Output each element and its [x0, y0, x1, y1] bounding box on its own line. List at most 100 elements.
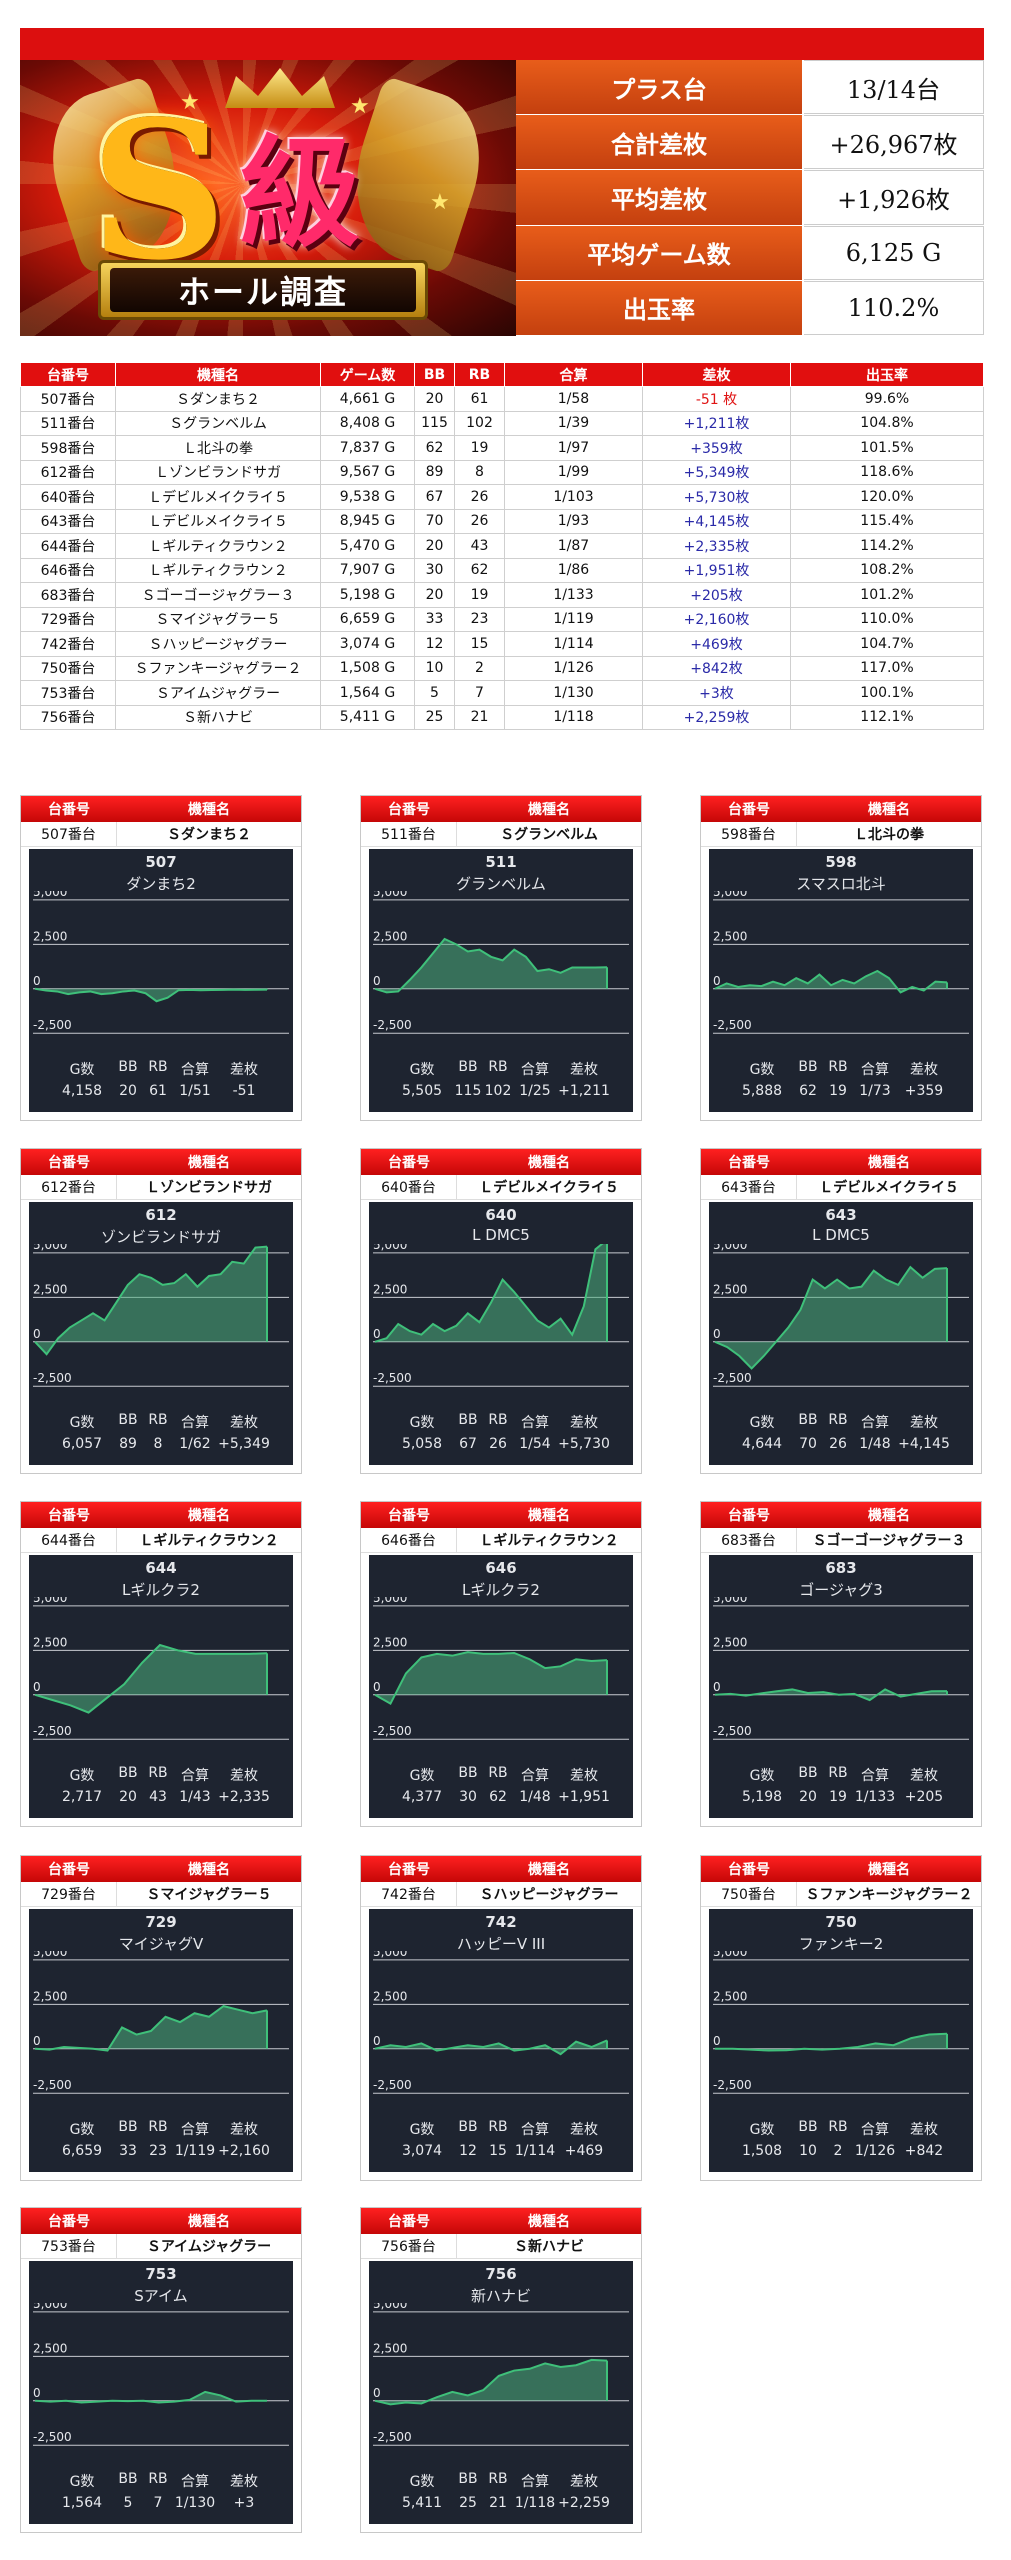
card-header-machine-no: 台番号 [388, 1155, 430, 1171]
card-header: 台番号 機種名 [21, 1856, 301, 1882]
axis-tick-label: 2,500 [33, 1989, 67, 2003]
summary-label: 平均ゲーム数 [516, 225, 804, 280]
card-machine-no: 612番台 [21, 1175, 117, 1199]
stat-label: 差枚 [230, 1768, 258, 1784]
stat-value: +2,160 [218, 2143, 270, 2159]
stat-value: 1/73 [859, 1083, 891, 1099]
card-subheader: 683番台 Ｓゴーゴージャグラー３ [701, 1528, 981, 1553]
card-machine-name: Ｌデビルメイクライ５ [819, 1180, 959, 1196]
stat-value: 67 [459, 1436, 477, 1452]
stats-label-row: G数 BB RB 合算 差枚 [29, 2471, 293, 2491]
axis-tick-label: 0 [33, 974, 41, 988]
stat-value: 1/133 [854, 1789, 896, 1805]
summary-row: プラス台 13/14台 [516, 60, 984, 116]
table-cell: 9,538 G [320, 484, 415, 510]
slump-line [34, 987, 268, 1003]
stat-value: 4,644 [741, 1436, 783, 1452]
card-machine-no: 742番台 [361, 1882, 457, 1906]
card-header-machine-no: 台番号 [388, 802, 430, 818]
slump-line [34, 1245, 268, 1356]
table-cell: 1/93 [504, 508, 643, 534]
graph-model-name: Lギルクラ2 [122, 1581, 200, 1599]
stat-label: G数 [749, 1062, 775, 1078]
card-header-machine-no: 台番号 [48, 1508, 90, 1524]
stat-label: G数 [69, 1415, 95, 1431]
graph-stats: G数 BB RB 合算 差枚 5,888 62 19 1/73 +359 [709, 1059, 973, 1099]
summary-label: 合計差枚 [516, 115, 804, 170]
stats-value-row: 1,564 5 7 1/130 +3 [29, 2495, 293, 2511]
stat-value: 70 [799, 1436, 817, 1452]
machine-card: 台番号 機種名 640番台 Ｌデビルメイクライ５ 640 L DMC5 5,000 2,500… [360, 1148, 642, 1474]
table-cell: 9,567 G [320, 459, 415, 485]
slump-line [374, 937, 608, 994]
graph-panel: 644 Lギルクラ2 5,000 2,500 0 -2,500 G数 BB RB 合算 差枚 2,71… [29, 1555, 293, 1818]
axis-tick-label: 5,000 [713, 1244, 747, 1252]
card-header-model: 機種名 [868, 1862, 910, 1878]
banner-ribbon-text: ホール調査 [110, 268, 416, 312]
table-row: 612番台 Ｌゾンビランドサガ 9,567 G 89 8 1/99 +5,349枚 118.6… [20, 459, 984, 485]
summary-table: プラス台 13/14台 合計差枚 +26,967枚 平均差枚 +1,926枚 平均ゲーム数 6… [516, 60, 984, 336]
stat-label: G数 [409, 2122, 435, 2138]
table-cell: +1,951枚 [642, 557, 791, 583]
card-header: 台番号 機種名 [701, 1149, 981, 1175]
axis-tick-label: 2,500 [373, 1635, 407, 1649]
stat-value: +5,730 [558, 1436, 610, 1452]
stat-label: G数 [69, 2122, 95, 2138]
slump-graph: 5,000 2,500 0 -2,500 [33, 2303, 289, 2446]
summary-value: +1,926枚 [804, 170, 984, 225]
stat-value: 8 [153, 1436, 163, 1452]
stat-value: 20 [119, 1789, 137, 1805]
stats-label-row: G数 BB RB 合算 差枚 [29, 1765, 293, 1785]
stat-value: 1/54 [519, 1436, 551, 1452]
stat-label: 差枚 [570, 2122, 598, 2138]
stats-label-row: G数 BB RB 合算 差枚 [369, 1765, 633, 1785]
graph-machine-number: 640 [485, 1206, 517, 1224]
summary-row: 平均ゲーム数 6,125 G [516, 225, 984, 281]
card-header-machine-no: 台番号 [388, 1508, 430, 1524]
card-header: 台番号 機種名 [361, 796, 641, 822]
table-cell: 8,408 G [320, 410, 415, 436]
card-header-machine-no: 台番号 [728, 1862, 770, 1878]
banner-kyu: 級 [240, 125, 360, 264]
axis-tick-label: 5,000 [713, 1597, 747, 1605]
table-cell: Ｌギルティクラウン２ [115, 557, 321, 583]
table-cell: 104.7% [790, 631, 984, 657]
table-cell: 507番台 [20, 386, 116, 412]
stat-value: +3 [233, 2495, 255, 2511]
graph-machine-number: 729 [145, 1913, 177, 1931]
star-icon: ★ [430, 190, 450, 215]
stat-value: 61 [149, 1083, 167, 1099]
table-cell: 101.5% [790, 435, 984, 461]
stat-label: BB [458, 1765, 478, 1781]
axis-tick-label: -2,500 [33, 1371, 72, 1385]
summary-value: 110.2% [804, 280, 984, 335]
card-header-model: 機種名 [868, 1155, 910, 1171]
table-cell: 70 [414, 508, 455, 534]
graph-stats: G数 BB RB 合算 差枚 5,505 115 102 1/25 +1,211 [369, 1059, 633, 1099]
axis-tick-label: 5,000 [373, 2303, 407, 2311]
axis-tick-label: 5,000 [33, 2303, 67, 2311]
card-machine-name: Ｌギルティクラウン２ [139, 1533, 279, 1549]
table-cell: 25 [414, 704, 455, 730]
table-cell: 20 [414, 533, 455, 559]
card-header-model: 機種名 [528, 1862, 570, 1878]
table-cell: 112.1% [790, 704, 984, 730]
card-header: 台番号 機種名 [21, 1149, 301, 1175]
card-header: 台番号 機種名 [361, 2208, 641, 2234]
table-row: 683番台 Ｓゴーゴージャグラー３ 5,198 G 20 19 1/133 +205枚 101… [20, 582, 984, 608]
slump-graph: 5,000 2,500 0 -2,500 [373, 1244, 629, 1387]
table-cell: Ｌデビルメイクライ５ [115, 508, 321, 534]
axis-tick-label: 5,000 [33, 1597, 67, 1605]
card-machine-no: 598番台 [701, 822, 797, 846]
stat-label: 合算 [521, 1062, 549, 1078]
stats-value-row: 5,505 115 102 1/25 +1,211 [369, 1083, 633, 1099]
machine-card: 台番号 機種名 742番台 Ｓハッピージャグラー 742 ハッピーV III 5,000 2,… [360, 1855, 642, 2181]
axis-tick-label: 0 [33, 2386, 41, 2400]
graph-model-name: ダンまち2 [126, 875, 196, 893]
table-cell: 729番台 [20, 606, 116, 632]
card-header-machine-no: 台番号 [728, 802, 770, 818]
card-machine-no: 729番台 [21, 1882, 117, 1906]
slump-area [715, 1267, 947, 1369]
axis-tick-label: 2,500 [713, 1989, 747, 2003]
axis-tick-label: -2,500 [373, 2078, 412, 2092]
